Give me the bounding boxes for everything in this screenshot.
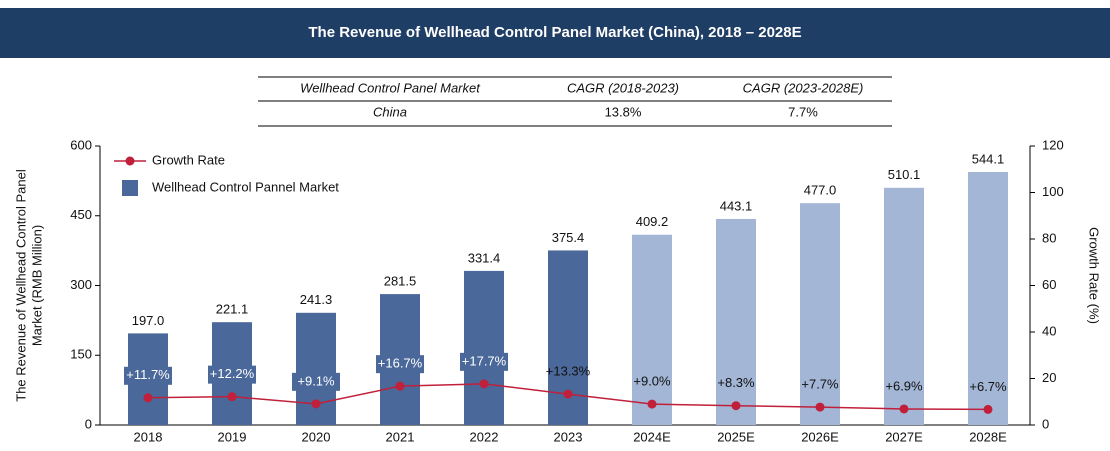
y-axis-label: The Revenue of Wellhead Control Panel [13, 169, 28, 402]
bar [884, 187, 924, 425]
label-box [208, 365, 256, 384]
bar-value-label: 510.1 [888, 167, 921, 182]
label-box [292, 372, 340, 391]
table-cell: 13.8% [605, 104, 642, 119]
bar-value-label: 544.1 [972, 151, 1005, 166]
y2-tick-label: 0 [1042, 416, 1049, 431]
y2-axis-label: Growth Rate (%) [1087, 227, 1102, 324]
x-tick-label: 2020 [302, 429, 331, 444]
table-header: CAGR (2018-2023) [567, 80, 679, 95]
y-tick-label: 600 [70, 137, 92, 152]
y2-tick-label: 120 [1042, 137, 1064, 152]
y-axis-label: Market (RMB Million) [29, 225, 44, 346]
x-tick-label: 2019 [218, 429, 247, 444]
label-box [124, 366, 172, 385]
bar-value-label: 197.0 [132, 313, 165, 328]
bar [968, 171, 1008, 425]
growth-label: +16.7% [378, 356, 423, 371]
bar [548, 250, 588, 425]
bar-value-label: 375.4 [552, 230, 585, 245]
growth-label: +9.1% [297, 373, 335, 388]
growth-label: +9.0% [633, 374, 671, 389]
growth-marker [731, 401, 741, 411]
growth-marker [227, 392, 237, 402]
growth-label: +8.3% [717, 375, 755, 390]
title-bar [0, 8, 1110, 58]
growth-label: +11.7% [126, 367, 170, 382]
x-tick-label: 2024E [633, 429, 671, 444]
y-tick-label: 150 [70, 347, 92, 362]
label-box [460, 352, 508, 371]
bar-value-label: 241.3 [300, 292, 333, 307]
label-box [376, 355, 424, 374]
y-tick-label: 300 [70, 277, 92, 292]
growth-marker [899, 404, 909, 414]
growth-label: +17.7% [462, 353, 507, 368]
bar [800, 203, 840, 425]
x-tick-label: 2021 [386, 429, 415, 444]
table-cell: China [373, 104, 407, 119]
bar [464, 270, 504, 425]
bar [716, 218, 756, 425]
growth-label: +6.9% [885, 378, 923, 393]
y2-tick-label: 20 [1042, 370, 1056, 385]
bar-value-label: 331.4 [468, 250, 501, 265]
growth-marker [815, 402, 825, 412]
growth-label: +7.7% [801, 377, 839, 392]
growth-marker [983, 404, 993, 414]
growth-label: +12.2% [210, 366, 255, 381]
growth-marker [395, 381, 405, 391]
x-tick-label: 2018 [134, 429, 163, 444]
x-tick-label: 2025E [717, 429, 755, 444]
x-tick-label: 2023 [554, 429, 583, 444]
bar-value-label: 443.1 [720, 198, 753, 213]
y-tick-label: 450 [70, 207, 92, 222]
growth-label: +13.3% [546, 364, 591, 379]
growth-marker [311, 399, 321, 409]
table-header: Wellhead Control Panel Market [300, 80, 481, 95]
x-tick-label: 2022 [470, 429, 499, 444]
legend-marker [125, 156, 135, 166]
bar [632, 234, 672, 425]
bar-value-label: 409.2 [636, 214, 669, 229]
legend-swatch [122, 180, 138, 196]
growth-marker [563, 389, 573, 399]
bar-value-label: 477.0 [804, 183, 837, 198]
table-cell: 7.7% [788, 104, 818, 119]
growth-marker [479, 379, 489, 389]
x-tick-label: 2027E [885, 429, 923, 444]
bar-value-label: 281.5 [384, 274, 417, 289]
y2-tick-label: 80 [1042, 230, 1056, 245]
x-tick-label: 2028E [969, 429, 1007, 444]
legend-label: Wellhead Control Pannel Market [152, 179, 339, 194]
y2-tick-label: 100 [1042, 184, 1064, 199]
legend-label: Growth Rate [152, 152, 225, 167]
growth-marker [647, 399, 657, 409]
table-header: CAGR (2023-2028E) [743, 80, 864, 95]
chart-title: The Revenue of Wellhead Control Panel Ma… [308, 24, 801, 41]
y2-tick-label: 60 [1042, 277, 1056, 292]
growth-marker [143, 393, 153, 403]
bar-value-label: 221.1 [216, 302, 249, 317]
growth-label: +6.7% [969, 379, 1007, 394]
x-tick-label: 2026E [801, 429, 839, 444]
y-tick-label: 0 [85, 416, 92, 431]
y2-tick-label: 40 [1042, 323, 1056, 338]
